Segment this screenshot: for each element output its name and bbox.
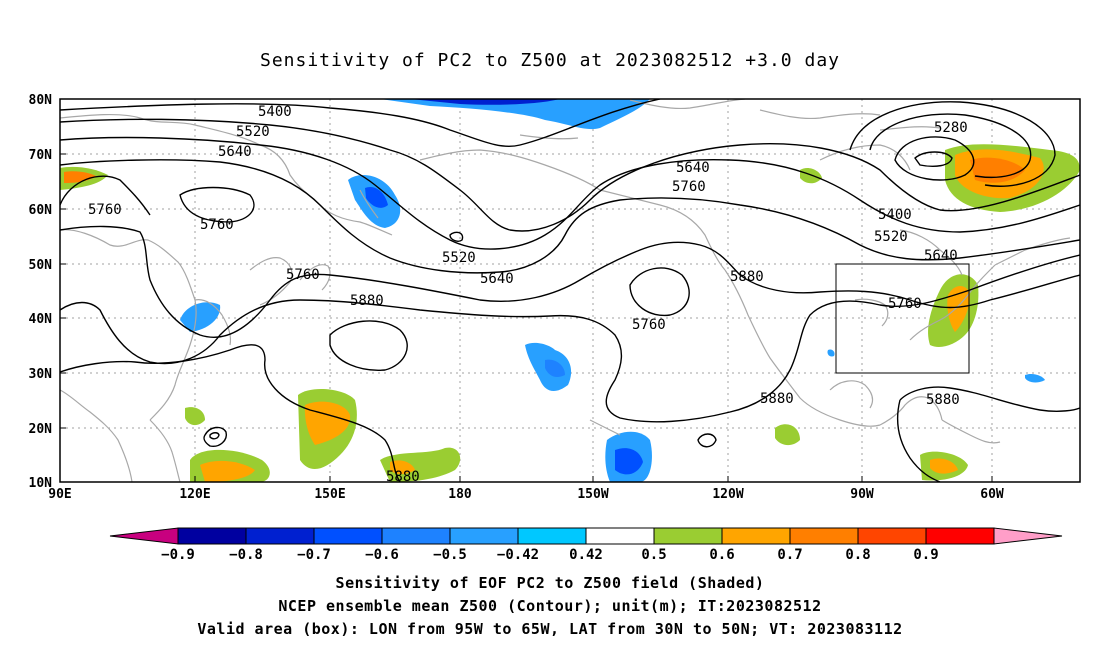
contour-label: 5760 (88, 202, 122, 218)
contour-label: 5880 (350, 293, 384, 309)
contour-label: 5520 (236, 124, 270, 140)
z500-contours (60, 99, 1080, 482)
contour-label: 5640 (676, 160, 710, 176)
contour-label: 5640 (924, 248, 958, 264)
lon-label: 90E (48, 487, 71, 502)
contour-label: 5760 (200, 217, 234, 233)
colorbar-label: 0.42 (569, 547, 603, 563)
lon-label: 180 (448, 487, 472, 502)
colorbar-label: −0.6 (365, 547, 399, 563)
contour-label: 5520 (442, 250, 476, 266)
coastlines (60, 99, 1071, 482)
colorbar-segment (245, 527, 315, 545)
colorbar-segment (381, 527, 451, 545)
colorbar-segment (789, 527, 859, 545)
negative-patch-japan (180, 302, 221, 332)
colorbar-label: 0.6 (709, 547, 734, 563)
latitude-labels: 80N 70N 60N 50N 40N 30N 20N 10N (29, 93, 53, 491)
colorbar-segment (313, 527, 383, 545)
colorbar-label: 0.8 (845, 547, 870, 563)
lat-label: 50N (29, 258, 53, 273)
colorbar-label: 0.9 (913, 547, 938, 563)
colorbar-segment (517, 527, 587, 545)
colorbar-label: 0.5 (641, 547, 666, 563)
contour-label: 5640 (218, 144, 252, 160)
tick-marks (60, 98, 993, 482)
colorbar-segment (857, 527, 927, 545)
caption-line-1: Sensitivity of EOF PC2 to Z500 field (Sh… (335, 574, 765, 592)
colorbar-label: −0.42 (497, 547, 539, 563)
lat-label: 80N (29, 93, 53, 108)
contour-label: 5880 (760, 391, 794, 407)
map-title: Sensitivity of PC2 to Z500 at 2023082512… (259, 50, 840, 71)
plot-frame (59, 98, 1081, 483)
colorbar-low-arrow (109, 527, 179, 545)
colorbar-label: −0.8 (229, 547, 263, 563)
lat-label: 30N (29, 367, 53, 382)
lon-label: 120E (179, 487, 210, 502)
contour-label: 5880 (386, 469, 420, 485)
lon-label: 90W (850, 487, 874, 502)
lat-label: 40N (29, 312, 53, 327)
lon-label: 60W (980, 487, 1004, 502)
colorbar-segment (449, 527, 519, 545)
caption-line-3: Valid area (box): LON from 95W to 65W, L… (197, 620, 903, 638)
caption-line-2: NCEP ensemble mean Z500 (Contour); unit(… (278, 597, 822, 615)
sensitivity-shading (60, 99, 1080, 482)
contour-label: 5400 (878, 207, 912, 223)
contour-label: 5760 (672, 179, 706, 195)
contour-label: 5760 (286, 267, 320, 283)
contour-label: 5880 (730, 269, 764, 285)
colorbar-label: −0.5 (433, 547, 467, 563)
colorbar-segment (177, 527, 247, 545)
valid-area-box (835, 263, 970, 374)
colorbar-segment (721, 527, 791, 545)
colorbar-segment (585, 527, 655, 545)
contour-label: 5640 (480, 271, 514, 287)
lat-label: 10N (29, 476, 53, 491)
lat-label: 20N (29, 422, 53, 437)
colorbar-label: 0.7 (777, 547, 802, 563)
contour-label: 5760 (888, 296, 922, 312)
graticule (60, 99, 1080, 482)
lon-label: 150E (314, 487, 345, 502)
negative-patch-arctic-core (410, 99, 560, 105)
colorbar-segment (653, 527, 723, 545)
colorbar: −0.9 −0.8 −0.7 −0.6 −0.5 −0.42 0.42 0.5 0.6 0.7 0.… (109, 527, 1063, 563)
lon-label: 150W (577, 487, 608, 502)
colorbar-high-arrow (993, 527, 1063, 545)
colorbar-label: −0.9 (161, 547, 195, 563)
contour-label: 5280 (934, 120, 968, 136)
longitude-labels: 90E 120E 150E 180 150W 120W 90W 60W (48, 487, 1004, 502)
negative-patch-arctic (380, 99, 650, 130)
contour-labels: 5400 5520 5640 5280 5640 5760 5760 5400 … (88, 104, 968, 485)
colorbar-label: −0.7 (297, 547, 331, 563)
contour-label: 5880 (926, 392, 960, 408)
contour-label: 5760 (632, 317, 666, 333)
contour-label: 5520 (874, 229, 908, 245)
lon-label: 120W (712, 487, 743, 502)
lat-label: 70N (29, 148, 53, 163)
lat-label: 60N (29, 203, 53, 218)
contour-label: 5400 (258, 104, 292, 120)
colorbar-segment (925, 527, 995, 545)
